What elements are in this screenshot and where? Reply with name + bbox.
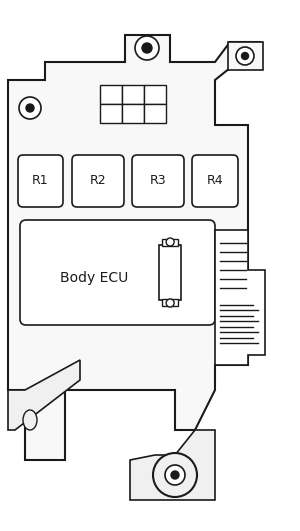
FancyBboxPatch shape: [132, 155, 184, 207]
Circle shape: [26, 104, 34, 112]
Circle shape: [171, 471, 179, 479]
Circle shape: [166, 299, 174, 307]
Text: R3: R3: [150, 175, 166, 187]
FancyBboxPatch shape: [192, 155, 238, 207]
FancyBboxPatch shape: [20, 220, 215, 325]
Bar: [162, 239, 178, 246]
Polygon shape: [8, 35, 260, 460]
Text: R4: R4: [207, 175, 223, 187]
Circle shape: [236, 47, 254, 65]
Circle shape: [165, 465, 185, 485]
Bar: [122, 104, 144, 123]
Circle shape: [135, 36, 159, 60]
Ellipse shape: [23, 410, 37, 430]
Text: Body ECU: Body ECU: [60, 271, 128, 285]
Text: R2: R2: [90, 175, 106, 187]
Polygon shape: [215, 230, 265, 365]
Bar: [144, 104, 166, 123]
Polygon shape: [130, 430, 215, 500]
Bar: [159, 245, 181, 300]
Bar: [162, 299, 178, 306]
Bar: [144, 85, 166, 104]
Bar: [100, 104, 122, 123]
Bar: [122, 85, 144, 104]
Bar: [100, 85, 122, 104]
Circle shape: [19, 97, 41, 119]
Circle shape: [166, 238, 174, 246]
Circle shape: [242, 53, 248, 59]
FancyBboxPatch shape: [72, 155, 124, 207]
FancyBboxPatch shape: [18, 155, 63, 207]
Circle shape: [153, 453, 197, 497]
Bar: [228, 42, 263, 70]
Polygon shape: [8, 360, 80, 430]
Circle shape: [142, 43, 152, 53]
Text: R1: R1: [32, 175, 49, 187]
